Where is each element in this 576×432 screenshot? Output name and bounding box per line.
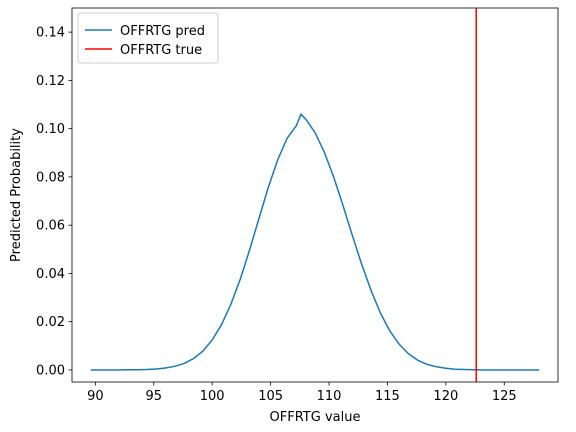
x-tick-label: 120 <box>433 389 458 404</box>
x-tick-label: 110 <box>317 389 342 404</box>
x-axis-ticks: 90 95 100 105 110 115 120 125 <box>87 382 517 404</box>
plot-frame <box>71 7 559 383</box>
x-axis-label: OFFRTG value <box>270 410 361 425</box>
x-tick-label: 100 <box>200 389 225 404</box>
legend-pred-label: OFFRTG pred <box>120 24 205 39</box>
y-tick-label: 0.08 <box>36 170 65 185</box>
x-tick-label: 115 <box>375 389 400 404</box>
plot-area <box>90 8 540 382</box>
legend-true-label: OFFRTG true <box>120 43 202 58</box>
y-tick-label: 0.02 <box>36 315 65 330</box>
series-line-offrtg-pred <box>90 113 540 371</box>
y-tick-label: 0.10 <box>36 122 65 137</box>
y-tick-label: 0.12 <box>36 74 65 89</box>
y-tick-label: 0.06 <box>36 219 65 234</box>
legend-box <box>77 12 219 64</box>
y-tick-label: 0.04 <box>36 267 65 282</box>
x-tick-label: 105 <box>258 389 283 404</box>
y-axis-ticks: 0.00 0.02 0.04 0.06 0.08 0.10 0.12 0.14 <box>36 26 72 378</box>
x-tick-label: 125 <box>492 389 517 404</box>
y-tick-label: 0.00 <box>36 363 65 378</box>
x-tick-label: 90 <box>87 389 104 404</box>
y-tick-label: 0.14 <box>36 26 65 41</box>
y-axis-label: Predicted Probability <box>9 128 24 262</box>
x-tick-label: 95 <box>146 389 163 404</box>
legend: OFFRTG pred OFFRTG true <box>77 12 219 64</box>
